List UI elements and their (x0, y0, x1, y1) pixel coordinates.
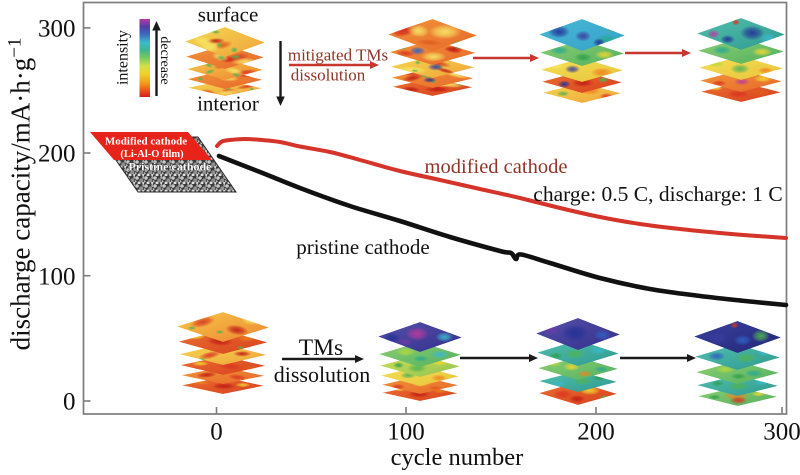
svg-text:intensity: intensity (115, 30, 132, 85)
svg-text:pristine cathode: pristine cathode (296, 235, 430, 259)
svg-text:modified cathode: modified cathode (425, 156, 568, 178)
svg-text:charge: 0.5 C, discharge: 1 C: charge: 0.5 C, discharge: 1 C (533, 182, 782, 206)
svg-text:cycle number: cycle number (391, 444, 524, 471)
svg-text:surface: surface (198, 3, 259, 27)
svg-text:Modified cathode: Modified cathode (105, 136, 187, 148)
svg-text:300: 300 (38, 16, 76, 43)
svg-text:TMs: TMs (299, 335, 343, 361)
svg-text:interior: interior (197, 92, 259, 116)
svg-text:0: 0 (63, 389, 76, 416)
svg-text:dissolution: dissolution (274, 362, 371, 387)
svg-text:mitigated TMs: mitigated TMs (288, 46, 388, 65)
svg-text:(Li-Al-O film): (Li-Al-O film) (120, 149, 184, 160)
svg-text:200: 200 (577, 419, 615, 446)
svg-text:discharge capacity/mA·h·g−1: discharge capacity/mA·h·g−1 (5, 38, 36, 351)
svg-text:300: 300 (763, 419, 800, 446)
svg-text:100: 100 (38, 263, 76, 290)
svg-text:100: 100 (387, 419, 425, 446)
svg-text:0: 0 (210, 419, 223, 446)
svg-text:decrease: decrease (157, 36, 172, 84)
svg-text:Pristine cathode: Pristine cathode (129, 160, 213, 174)
svg-text:dissolution: dissolution (291, 66, 366, 85)
svg-text:200: 200 (38, 141, 76, 168)
